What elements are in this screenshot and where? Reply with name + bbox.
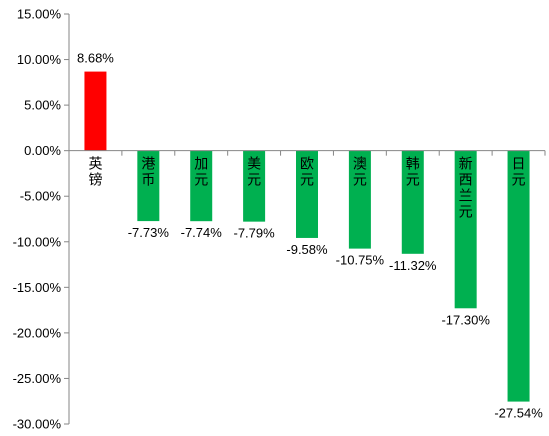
category-labels: 英镑 港币 加元 美元 欧元 澳元 韩元 新西兰元 日元	[88, 156, 525, 221]
data-labels: 8.68% -7.73% -7.74% -7.79% -9.58% -10.75% -11.…	[77, 51, 543, 421]
bar	[243, 150, 266, 222]
category-label: 日元	[512, 157, 526, 189]
data-label: -11.32%	[389, 258, 437, 273]
y-tick-label: -10.00%	[13, 234, 62, 249]
data-label: -10.75%	[336, 253, 385, 268]
y-tick-label: -15.00%	[13, 280, 62, 295]
category-label: 美元	[247, 157, 261, 189]
y-tick-label: 15.00%	[17, 7, 62, 22]
category-label: 港币	[141, 157, 155, 189]
bars	[84, 71, 530, 402]
bar	[348, 150, 371, 249]
bar	[296, 150, 318, 238]
y-tick-label: -25.00%	[13, 371, 62, 386]
bar	[137, 150, 160, 222]
y-tick-label: 10.00%	[17, 52, 62, 67]
bar	[507, 150, 530, 402]
y-axis	[64, 13, 70, 425]
category-label: 加元	[194, 157, 208, 189]
data-label: -7.74%	[181, 225, 223, 240]
data-label: -17.30%	[441, 312, 490, 327]
category-label: 欧元	[300, 157, 314, 189]
bar	[190, 150, 213, 222]
data-label: 8.68%	[77, 51, 114, 66]
bar	[401, 150, 424, 254]
data-label: -7.79%	[234, 226, 276, 241]
data-label: -9.58%	[286, 242, 328, 257]
y-tick-label: -30.00%	[13, 417, 62, 432]
y-tick-label: -20.00%	[13, 325, 62, 340]
y-tick-label: -5.00%	[20, 189, 62, 204]
data-label: -27.54%	[494, 406, 543, 421]
bar	[454, 150, 477, 309]
y-tick-label: 0.00%	[24, 143, 61, 158]
y-tick-label: 5.00%	[24, 98, 61, 113]
category-label: 韩元	[406, 157, 420, 189]
category-label: 新西兰元	[459, 157, 473, 221]
y-tick-labels: 15.00% 10.00% 5.00% 0.00% -5.00% -10.00% -15.0…	[13, 7, 62, 432]
bar	[84, 71, 107, 151]
category-label: 澳元	[353, 157, 367, 189]
data-label: -7.73%	[128, 225, 170, 240]
category-label: 英镑	[88, 156, 102, 189]
x-axis	[68, 150, 546, 156]
